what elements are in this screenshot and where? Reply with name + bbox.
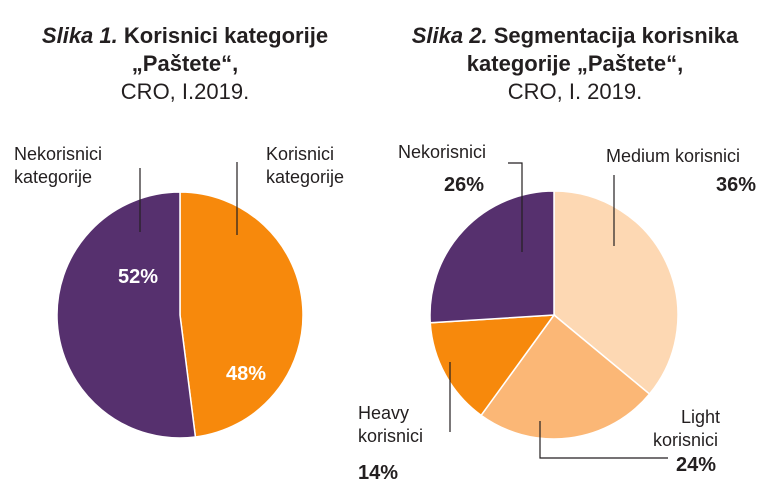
pie2-slice-1 [480,313,651,440]
pie1-label-1-line-0: Nekorisnici [14,144,102,164]
pie2-label-3-line-0: Nekorisnici [398,142,486,162]
pie2-value-2: 14% [358,462,398,484]
pie1-value-1: 52% [118,266,158,288]
pie2-label-2-line-1: korisnici [358,426,423,446]
pie2-value-0: 36% [716,174,756,196]
pie2-label-2-line-0: Heavy [358,403,409,423]
pie2-slice-3 [429,190,555,324]
pie1-label-0-line-0: Korisnici [266,144,334,164]
pie1-label-0-line-1: kategorije [266,167,344,187]
chart1-title: Slika 1. Korisnici kategorije „Paštete“,… [20,22,350,106]
chart2-title-lead: Slika 2. [411,23,488,48]
chart2-subtitle: CRO, I. 2019. [507,79,643,104]
pie2-slice-2 [429,314,556,417]
chart1-title-lead: Slika 1. [41,23,118,48]
pie2-leader-1 [539,421,668,459]
chart2-title-text: Segmentacija korisnika kategorije „Pašte… [466,23,739,76]
pie1-label-1-line-1: kategorije [14,167,92,187]
pie-chart-1: Korisnici kategorije 48% Nekorisnici kategor… [14,144,344,439]
pie1-value-0: 48% [226,363,266,385]
chart2-title: Slika 2. Segmentacija korisnika kategori… [390,22,760,106]
pie-chart-2: Medium korisnici 36% Light korisnici 24% Heav… [358,142,756,484]
pie1-slice-0 [179,191,304,438]
chart1-title-text: Korisnici kategorije „Paštete“, [123,23,329,76]
pie2-label-1-line-0: Light [681,407,720,427]
pie2-value-3: 26% [444,174,484,196]
pie2-label-1-line-1: korisnici [653,430,718,450]
pie2-leader-3 [508,162,523,252]
pie2-label-0-line-0: Medium korisnici [606,146,740,166]
pie2-slice-0 [553,190,679,396]
chart1-subtitle: CRO, I.2019. [120,79,250,104]
pie1-slice-1 [56,191,197,439]
pie2-value-1: 24% [676,454,716,476]
